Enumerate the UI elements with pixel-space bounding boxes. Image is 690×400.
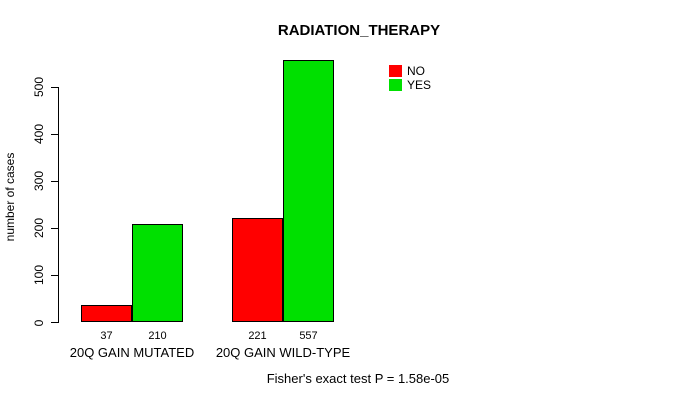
legend-swatch-yes xyxy=(389,78,402,91)
legend: NO YES xyxy=(389,62,432,92)
y-tick-label: 100 xyxy=(32,265,46,286)
y-tick-label: 300 xyxy=(32,171,46,192)
bar-count-label: 557 xyxy=(299,330,318,342)
legend-label: NO xyxy=(407,63,425,78)
y-tick-mark xyxy=(51,227,58,229)
y-tick-mark xyxy=(51,133,58,135)
y-tick-label: 500 xyxy=(32,76,46,98)
y-tick-label: 200 xyxy=(32,218,46,239)
legend-swatch-no xyxy=(389,64,402,77)
chart-title: RADIATION_THERAPY xyxy=(277,22,441,39)
y-axis-line xyxy=(58,87,59,323)
y-axis-title: number of cases xyxy=(3,152,17,242)
y-tick-mark xyxy=(51,322,58,323)
category-label: 20Q GAIN WILD-TYPE xyxy=(215,345,351,360)
y-tick-label: 400 xyxy=(32,124,46,145)
fisher-test-annotation: Fisher's exact test P = 1.58e-05 xyxy=(266,371,450,386)
legend-item-yes: YES xyxy=(389,76,432,92)
y-tick-label: 0 xyxy=(32,319,46,326)
bar-no-2 xyxy=(232,218,283,323)
bar-no-1 xyxy=(81,305,132,323)
y-tick-mark xyxy=(51,86,58,88)
legend-item-no: NO xyxy=(389,62,431,78)
category-label: 20Q GAIN MUTATED xyxy=(69,345,195,360)
bar-yes-1 xyxy=(132,223,183,323)
bar-count-label: 37 xyxy=(100,330,113,342)
legend-label: YES xyxy=(407,77,432,92)
bar-count-label: 210 xyxy=(148,330,167,342)
bar-count-label: 221 xyxy=(248,330,267,342)
y-tick-mark xyxy=(51,180,58,182)
bar-yes-2 xyxy=(283,60,334,323)
y-tick-mark xyxy=(51,274,58,276)
